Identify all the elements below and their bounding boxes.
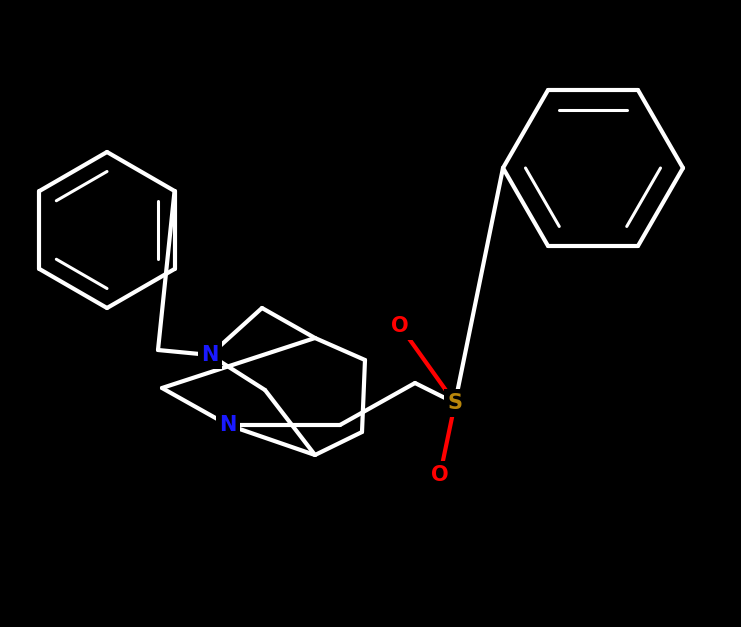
Text: O: O	[391, 316, 409, 336]
Text: O: O	[431, 465, 449, 485]
Text: N: N	[202, 345, 219, 365]
Text: N: N	[219, 415, 236, 435]
Text: S: S	[448, 393, 462, 413]
